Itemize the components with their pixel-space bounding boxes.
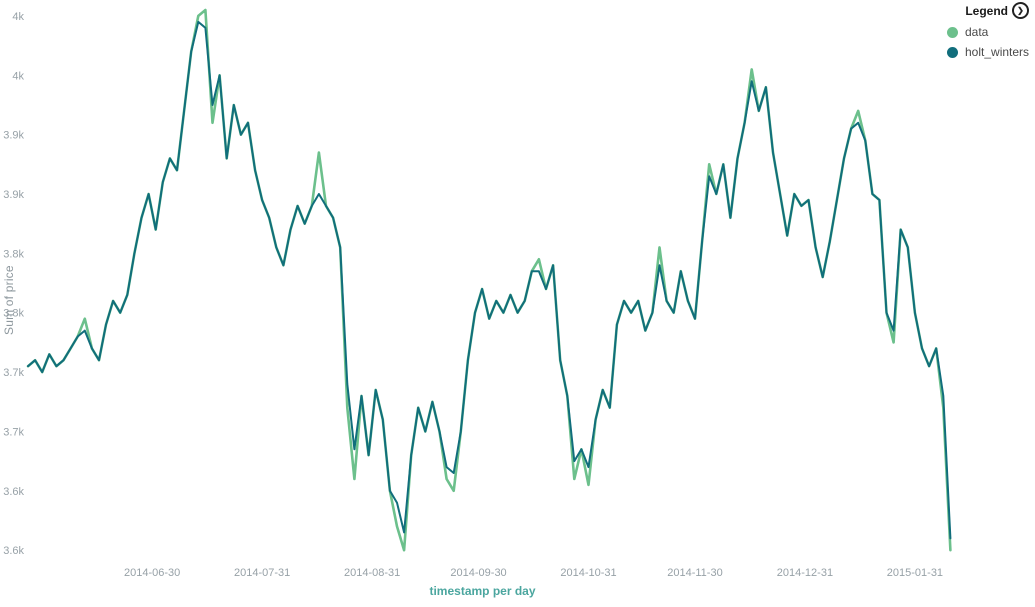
y-tick-label: 3.9k bbox=[3, 130, 24, 142]
y-tick-label: 3.7k bbox=[3, 426, 24, 438]
legend-title: Legend bbox=[965, 3, 1008, 18]
legend: Legend ❯ data holt_winters bbox=[919, 2, 1029, 59]
x-tick-label: 2014-09-30 bbox=[450, 567, 506, 579]
y-tick-label: 3.8k bbox=[3, 248, 24, 260]
series-line-holt_winters[interactable] bbox=[27, 20, 952, 540]
x-tick-label: 2014-08-31 bbox=[344, 567, 400, 579]
y-tick-label: 3.6k bbox=[3, 545, 24, 557]
legend-toggle-icon[interactable]: ❯ bbox=[1012, 2, 1029, 19]
legend-item-label: holt_winters bbox=[965, 45, 1030, 59]
legend-item-data[interactable]: data bbox=[919, 25, 1029, 39]
y-axis-title: Sum of price bbox=[2, 265, 16, 335]
x-tick-label: 2014-10-31 bbox=[560, 567, 616, 579]
legend-item-label: data bbox=[965, 25, 989, 39]
x-tick-label: 2015-01-31 bbox=[887, 567, 943, 579]
x-tick-label: 2014-12-31 bbox=[777, 567, 833, 579]
x-axis-title: timestamp per day bbox=[429, 584, 536, 598]
series-line-data[interactable] bbox=[26, 8, 952, 552]
x-tick-label: 2014-07-31 bbox=[234, 567, 290, 579]
holt-winters-series-swatch bbox=[947, 46, 958, 58]
y-tick-label: 3.8k bbox=[3, 308, 24, 320]
x-tick-label: 2014-06-30 bbox=[124, 567, 180, 579]
y-tick-label: 4k bbox=[12, 70, 24, 82]
legend-item-holt-winters[interactable]: holt_winters bbox=[919, 45, 1029, 59]
legend-header[interactable]: Legend ❯ bbox=[919, 2, 1029, 19]
y-tick-label: 3.7k bbox=[3, 367, 24, 379]
y-tick-label: 3.6k bbox=[3, 486, 24, 498]
x-tick-label: 2014-11-30 bbox=[667, 567, 722, 579]
data-series-swatch bbox=[947, 26, 958, 38]
y-tick-label: 3.9k bbox=[3, 189, 24, 201]
y-tick-label: 4k bbox=[12, 11, 24, 23]
